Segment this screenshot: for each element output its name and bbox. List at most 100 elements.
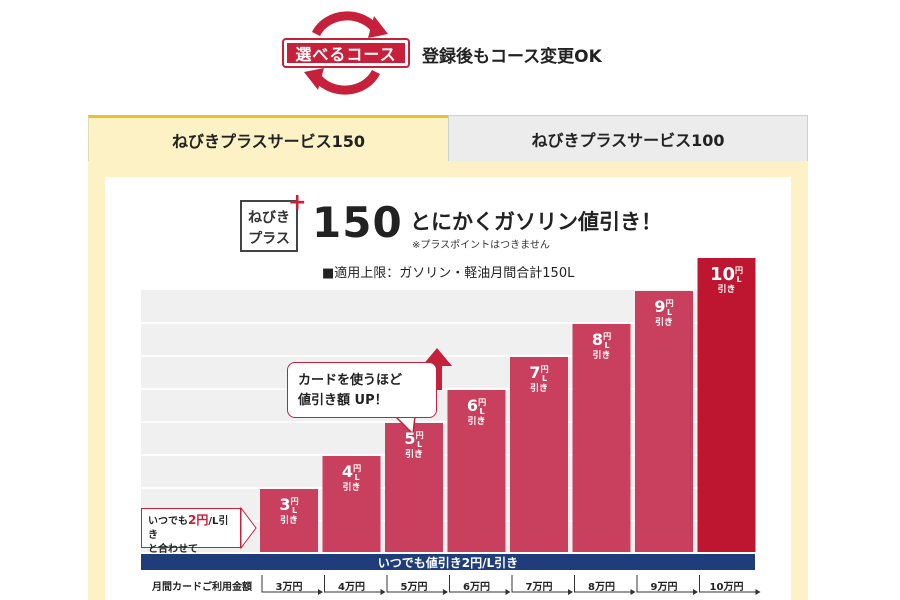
bar-unit-yen: 円 <box>665 299 674 308</box>
course-badge-label: 選べるコース <box>287 43 405 64</box>
x-tick-arrow <box>568 589 573 595</box>
course-header: 選べるコース 登録後もコース変更OK <box>276 8 676 96</box>
course-caption: 登録後もコース変更OK <box>422 47 602 67</box>
side-note-pre: いつでも <box>148 516 188 527</box>
x-tick-bracket <box>449 575 510 593</box>
service-tabs: ねびきプラスサービス150 ねびきプラスサービス100 <box>88 115 808 161</box>
bar-unit-yen: 円 <box>290 497 299 506</box>
side-note-line-2: と合わせて <box>148 544 198 555</box>
bar-unit-liter: L <box>354 473 360 482</box>
bar-unit-yen: 円 <box>603 332 612 341</box>
bar-6万円 <box>447 390 506 552</box>
bar-value-number: 8 <box>591 330 604 349</box>
bar-value-label: 8 円 L 引き <box>573 332 631 361</box>
x-tick-arrow <box>380 589 386 595</box>
limit-text: ■適用上限：ガソリン・軽油月間合計150L <box>322 266 575 281</box>
refresh-arrows-icon: 選べるコース <box>276 8 416 96</box>
x-tick-label: 5万円 <box>400 582 428 593</box>
bar-value-number: 7 <box>529 363 541 382</box>
tab-service-100[interactable]: ねびきプラスサービス100 <box>448 115 808 161</box>
bar-value-label: 10 円 L 引き <box>698 266 756 295</box>
side-note-arrow <box>240 506 257 550</box>
plan-number: 150 <box>312 198 403 247</box>
x-tick-label: 9万円 <box>650 582 678 593</box>
bar-unit-yen: 円 <box>540 365 549 374</box>
x-tick-label: 8万円 <box>588 582 615 593</box>
side-note: いつでも2円/L引き と合わせて <box>141 508 241 555</box>
x-axis-title: 月間カードご利用金額 <box>152 582 252 593</box>
bar-unit-liter: L <box>542 374 548 383</box>
bar-value-number: 6 <box>466 396 479 415</box>
side-note-strong: 2円 <box>188 513 209 527</box>
callout-line-1: カードを使うほど <box>298 373 403 388</box>
bar-unit-yen: 円 <box>415 431 424 440</box>
bar-value-suffix: 引き <box>342 483 361 493</box>
x-tick-bracket <box>636 575 697 593</box>
x-tick-arrow <box>443 589 448 595</box>
bar-3万円 <box>260 489 318 552</box>
bar-value-number: 5 <box>404 429 416 448</box>
bar-value-suffix: 引き <box>467 417 486 427</box>
bar-value-label: 6 円 L 引き <box>448 398 506 427</box>
bar-unit-liter: L <box>667 308 673 317</box>
up-arrow-icon <box>422 348 452 390</box>
bar-value-suffix: 引き <box>279 516 298 526</box>
bar-8万円 <box>572 324 631 552</box>
base-discount-band: いつでも値引き2円/L引き <box>141 554 755 570</box>
x-tick-bracket <box>386 575 447 593</box>
tab-service-150[interactable]: ねびきプラスサービス150 <box>88 115 448 161</box>
x-tick-arrow <box>755 589 761 595</box>
x-tick-bracket <box>324 575 385 593</box>
bar-unit-liter: L <box>292 506 298 515</box>
bar-unit-yen: 円 <box>353 464 362 473</box>
course-badge: 選べるコース <box>282 38 410 68</box>
bar-unit-yen: 円 <box>478 398 487 407</box>
x-tick-arrow <box>630 589 636 595</box>
x-tick-bracket <box>574 575 635 593</box>
bar-value-suffix: 引き <box>654 318 673 328</box>
x-tick-arrow <box>693 589 698 595</box>
bar-value-label: 3 円 L 引き <box>260 497 318 526</box>
x-tick-label: 4万円 <box>338 582 365 593</box>
chart-bars <box>260 258 756 552</box>
bar-4万円 <box>322 456 381 552</box>
x-tick-label: 10万円 <box>709 582 744 593</box>
bar-7万円 <box>510 357 568 552</box>
bar-value-label: 4 円 L 引き <box>323 464 381 493</box>
nebiki-plus-logo: ねびき プラス + <box>240 190 306 252</box>
bar-unit-yen: 円 <box>735 266 744 275</box>
bar-value-number: 3 <box>279 495 291 514</box>
x-tick-bracket <box>511 575 572 593</box>
side-note-post: /L引き <box>148 516 229 541</box>
bar-value-label: 9 円 L 引き <box>635 299 693 328</box>
chart-x-ticks <box>261 575 761 595</box>
bar-value-suffix: 引き <box>404 450 423 460</box>
bar-value-suffix: 引き <box>529 384 548 394</box>
x-tick-arrow <box>505 589 511 595</box>
callout-bubble: カードを使うほど 値引き額 UP！ <box>287 362 437 418</box>
bar-value-suffix: 引き <box>717 285 736 295</box>
bar-unit-liter: L <box>479 407 485 416</box>
bar-unit-liter: L <box>604 341 610 350</box>
x-tick-bracket <box>699 575 760 593</box>
x-tick-label: 7万円 <box>525 582 553 593</box>
bar-value-number: 10 <box>709 264 736 285</box>
bar-9万円 <box>635 291 693 552</box>
x-tick-arrow <box>318 589 323 595</box>
bar-value-label: 7 円 L 引き <box>510 365 568 394</box>
bar-unit-liter: L <box>736 275 742 284</box>
plus-icon: + <box>288 190 307 215</box>
bar-10万円 <box>697 258 756 552</box>
x-tick-bracket <box>261 575 322 593</box>
bar-value-label: 5 円 L 引き <box>385 431 443 460</box>
x-tick-label: 6万円 <box>463 582 490 593</box>
